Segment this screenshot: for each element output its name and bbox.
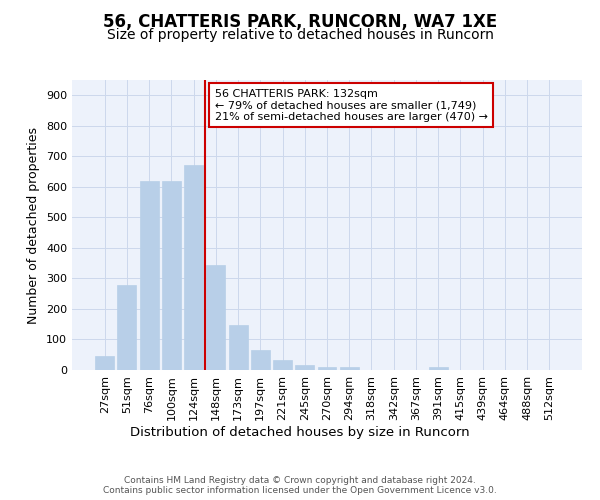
Bar bbox=[273, 360, 292, 370]
Y-axis label: Number of detached properties: Number of detached properties bbox=[28, 126, 40, 324]
Bar bbox=[118, 284, 136, 370]
Bar bbox=[95, 356, 114, 370]
Bar bbox=[184, 166, 203, 370]
Text: 56 CHATTERIS PARK: 132sqm
← 79% of detached houses are smaller (1,749)
21% of se: 56 CHATTERIS PARK: 132sqm ← 79% of detac… bbox=[215, 88, 488, 122]
Bar bbox=[317, 366, 337, 370]
Bar bbox=[162, 180, 181, 370]
Text: 56, CHATTERIS PARK, RUNCORN, WA7 1XE: 56, CHATTERIS PARK, RUNCORN, WA7 1XE bbox=[103, 12, 497, 30]
Bar bbox=[429, 367, 448, 370]
Text: Contains HM Land Registry data © Crown copyright and database right 2024.
Contai: Contains HM Land Registry data © Crown c… bbox=[103, 476, 497, 495]
Bar bbox=[251, 350, 270, 370]
Bar bbox=[229, 325, 248, 370]
Bar bbox=[206, 264, 225, 370]
Bar bbox=[340, 366, 359, 370]
Bar bbox=[140, 180, 158, 370]
Text: Distribution of detached houses by size in Runcorn: Distribution of detached houses by size … bbox=[130, 426, 470, 439]
Text: Size of property relative to detached houses in Runcorn: Size of property relative to detached ho… bbox=[107, 28, 493, 42]
Bar bbox=[295, 365, 314, 370]
